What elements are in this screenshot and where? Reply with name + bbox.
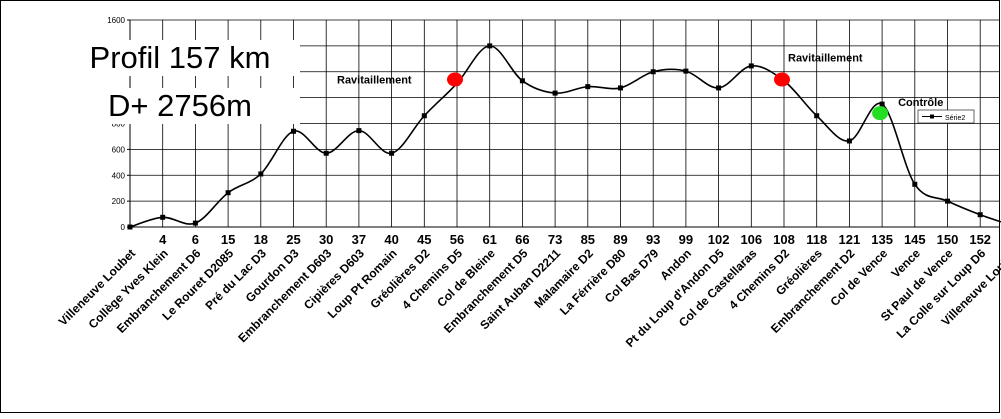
x-tick-label: 118	[806, 232, 827, 247]
legend-label: Série2	[945, 115, 965, 122]
x-tick-label: 40	[384, 232, 398, 247]
annotation-label: Ravitaillement	[788, 53, 863, 65]
x-tick-label: 150	[937, 232, 959, 247]
data-point	[847, 138, 852, 143]
data-point	[487, 43, 492, 48]
data-point	[520, 78, 525, 83]
x-tick-label: 45	[417, 232, 431, 247]
x-tick-labels: 4 6 15 18 25 30 37 40 45 56 61 66 73 85 89 93 99 102 106 10…	[159, 232, 1001, 247]
x-tick-label: 25	[286, 232, 300, 247]
data-point	[814, 113, 819, 118]
data-point	[324, 151, 329, 156]
annotation-marker	[447, 73, 463, 87]
data-point	[160, 215, 165, 220]
data-point	[978, 212, 983, 217]
x-tick-label: 102	[708, 232, 730, 247]
x-tick-label: 73	[548, 232, 562, 247]
data-point	[226, 190, 231, 195]
x-tick-label: 93	[646, 232, 660, 247]
x-tick-label: 121	[839, 232, 861, 247]
x-tick-label: 89	[613, 232, 627, 247]
title-elevation-gain: D+ 2756m	[60, 88, 300, 124]
x-tick-label: 108	[773, 232, 795, 247]
title-distance: Profil 157 km	[60, 40, 300, 76]
data-point	[258, 171, 263, 176]
x-tick-label: 152	[969, 232, 991, 247]
annotation-label: Ravitaillement	[337, 75, 412, 87]
data-point	[880, 102, 885, 107]
annotation-marker	[774, 73, 790, 87]
data-point	[716, 85, 721, 90]
x-tick-label: 85	[581, 232, 595, 247]
y-tick-label: 400	[112, 171, 126, 180]
data-point	[356, 128, 361, 133]
x-tick-label: 4	[159, 232, 167, 247]
data-point	[291, 129, 296, 134]
data-point	[422, 113, 427, 118]
data-point	[585, 84, 590, 89]
data-point	[749, 63, 754, 68]
x-tick-label: 37	[352, 232, 366, 247]
data-point	[651, 69, 656, 74]
data-point	[553, 91, 558, 96]
x-tick-label: 18	[254, 232, 268, 247]
y-tick-label: 1600	[107, 16, 125, 25]
x-tick-label: 30	[319, 232, 333, 247]
data-point	[389, 151, 394, 156]
x-tick-label: 145	[904, 232, 926, 247]
legend-marker	[930, 115, 934, 119]
x-tick-label: 106	[740, 232, 762, 247]
y-tick-label: 0	[121, 223, 126, 232]
data-point	[945, 199, 950, 204]
data-point	[193, 221, 198, 226]
x-tick-label: 6	[192, 232, 199, 247]
legend: Série2	[918, 110, 974, 123]
x-tick-label: 56	[450, 232, 464, 247]
x-tick-label: 61	[482, 232, 496, 247]
y-tick-label: 600	[112, 145, 126, 154]
annotation-label: Contrôle	[898, 97, 943, 109]
data-point	[618, 85, 623, 90]
x-tick-label: 15	[221, 232, 235, 247]
annotation-marker	[872, 106, 888, 120]
y-tick-label: 200	[112, 197, 126, 206]
x-tick-label: 99	[679, 232, 693, 247]
x-tick-label: 66	[515, 232, 529, 247]
data-point	[683, 69, 688, 74]
data-point	[128, 225, 133, 230]
data-point	[912, 182, 917, 187]
x-tick-label: 135	[871, 232, 893, 247]
